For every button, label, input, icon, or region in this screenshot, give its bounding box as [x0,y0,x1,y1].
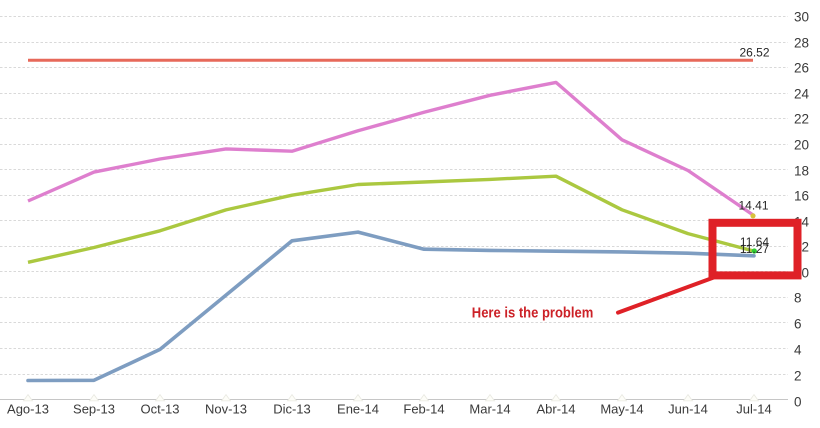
svg-text:Jun-14: Jun-14 [668,402,708,417]
svg-text:11.27: 11.27 [740,242,769,256]
svg-text:20: 20 [794,138,809,153]
svg-text:Feb-14: Feb-14 [403,402,444,417]
svg-text:26.52: 26.52 [739,46,769,60]
svg-text:14.41: 14.41 [738,199,768,213]
svg-text:Here is the problem: Here is the problem [472,305,594,322]
svg-text:Sep-13: Sep-13 [73,402,115,417]
svg-text:Ago-13: Ago-13 [7,402,49,417]
svg-text:Nov-13: Nov-13 [205,402,247,417]
svg-text:28: 28 [794,36,809,51]
svg-text:26: 26 [794,61,809,76]
svg-text:Jul-14: Jul-14 [736,402,771,417]
svg-text:2: 2 [794,369,802,384]
svg-text:16: 16 [794,189,809,204]
svg-text:24: 24 [794,87,810,102]
svg-text:18: 18 [794,164,809,179]
svg-text:6: 6 [794,317,802,332]
svg-text:Abr-14: Abr-14 [536,402,575,417]
svg-text:Dic-13: Dic-13 [273,402,311,417]
svg-text:22: 22 [794,112,809,127]
svg-text:Ene-14: Ene-14 [337,402,379,417]
svg-text:Mar-14: Mar-14 [469,402,510,417]
svg-text:4: 4 [794,343,802,358]
svg-text:May-14: May-14 [600,402,643,417]
svg-text:0: 0 [794,395,802,410]
svg-text:Oct-13: Oct-13 [140,402,179,417]
svg-text:30: 30 [794,10,809,25]
svg-text:11.64: 11.64 [740,235,769,249]
svg-text:8: 8 [794,291,802,306]
